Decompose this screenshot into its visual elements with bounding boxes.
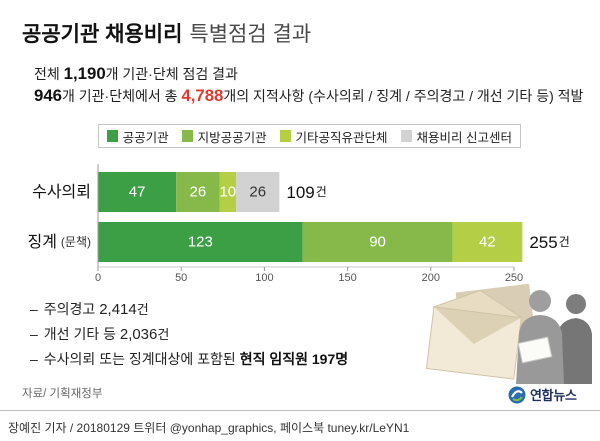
byline-footer: 장예진 기자 / 20180129 트위터 @yonhap_graphics, … xyxy=(8,421,410,435)
bar-total-unit: 건 xyxy=(316,185,327,199)
legend-swatch xyxy=(181,130,194,142)
bar-total-label: 109건 xyxy=(286,183,326,202)
legend-label: 기타공직유관단체 xyxy=(295,130,388,145)
person-silhouette-right xyxy=(554,294,592,384)
x-tick-label: 250 xyxy=(505,272,523,284)
yonhap-logo: 연합뉴스 xyxy=(508,385,577,404)
flagged-count: 946 xyxy=(34,86,62,105)
note-bullet: – xyxy=(30,351,38,367)
category-label: 수사의뢰 xyxy=(32,183,91,201)
notes-list: – 주의경고 2,414건 – 개선 기타 등 2,036건 – 수사의뢰 또는 징계… xyxy=(30,297,348,372)
findings-total: 4,788 xyxy=(181,86,224,105)
yonhap-logo-icon xyxy=(508,386,526,403)
bar-value-label: 10 xyxy=(219,184,236,201)
chart-legend: 공공기관 지방공공기관 기타공직유관단체 채용비리 신고센터 xyxy=(98,124,521,148)
bar-total-value: 109 xyxy=(286,183,314,202)
summary-line-2: 946개 기관·단체에서 총 4,788개의 지적사항 (수사의뢰 / 징계 /… xyxy=(34,86,590,106)
note-item: – 주의경고 2,414건 xyxy=(30,297,348,322)
summary-suffix: 개의 지적사항 (수사의뢰 / 징계 / 주의경고 / 개선 기타 등) 적발 xyxy=(223,88,584,104)
legend-label: 공공기관 xyxy=(122,130,169,145)
legend-swatch xyxy=(279,130,292,142)
x-tick-label: 150 xyxy=(338,272,356,284)
category-name: 수사의뢰 xyxy=(32,183,91,201)
page-title: 공공기관 채용비리 특별점검 결과 xyxy=(22,21,311,49)
note-label: 수사의뢰 또는 징계대상에 포함된 xyxy=(43,351,240,367)
logo-text: 연합뉴스 xyxy=(530,388,577,403)
legend-swatch xyxy=(400,130,413,142)
legend-item: 지방공공기관 xyxy=(181,127,267,146)
x-tick-label: 200 xyxy=(422,272,440,284)
envelope-and-people-illustration xyxy=(425,284,592,384)
legend-item: 채용비리 신고센터 xyxy=(400,127,512,146)
x-tick-label: 100 xyxy=(255,272,273,284)
note-unit: 건 xyxy=(157,327,170,342)
envelope-inner xyxy=(433,306,522,344)
bar-value-label: 90 xyxy=(369,234,386,251)
x-tick-label: 0 xyxy=(95,272,101,284)
summary-prefix: 전체 xyxy=(34,66,64,82)
note-label: 주의경고 xyxy=(43,301,100,317)
title-bold: 공공기관 채용비리 xyxy=(22,23,183,46)
note-value: 2,036 xyxy=(119,326,158,343)
title-light: 특별점검 결과 xyxy=(189,23,312,46)
category-label: 징계 (문책) xyxy=(27,233,91,251)
summary-suffix: 개 기관·단체 점검 결과 xyxy=(105,66,238,82)
paper-shape xyxy=(517,336,553,364)
bar-segment-r2-s2 xyxy=(302,222,453,262)
note-unit: 명 xyxy=(335,351,349,367)
legend-label: 채용비리 신고센터 xyxy=(416,130,512,145)
category-sublabel: (문책) xyxy=(61,234,91,249)
bar-total-value: 255 xyxy=(529,233,557,252)
note-bullet: – xyxy=(30,326,38,342)
note-item: – 개선 기타 등 2,036건 xyxy=(30,322,348,347)
bar-value-label: 47 xyxy=(129,184,146,201)
note-value: 현직 임직원 197 xyxy=(239,351,336,367)
inspected-count: 1,190 xyxy=(63,64,106,83)
bar-value-label: 26 xyxy=(249,184,266,201)
person-head xyxy=(529,290,551,312)
legend-label: 지방공공기관 xyxy=(197,130,267,145)
bar-segment-r1-s2 xyxy=(176,172,220,212)
bar-segment-r1-s3 xyxy=(219,172,237,212)
bar-segment-r2-s3 xyxy=(452,222,523,262)
bar-total-label: 255건 xyxy=(529,233,569,252)
bar-segment-r1-s1 xyxy=(98,172,177,212)
footer-divider xyxy=(0,410,600,411)
person-body xyxy=(554,318,592,384)
bar-segment-r1-s4 xyxy=(236,172,280,212)
envelope-flap xyxy=(433,289,522,319)
front-envelope-shape xyxy=(425,289,522,380)
note-bullet: – xyxy=(30,301,38,317)
legend-item: 기타공직유관단체 xyxy=(279,127,388,146)
legend-swatch xyxy=(107,130,119,142)
x-tick-label: 50 xyxy=(175,272,187,284)
note-unit: 건 xyxy=(136,302,149,317)
bar-value-label: 123 xyxy=(188,234,213,251)
bar-segment-r2-s1 xyxy=(98,222,303,262)
note-value: 2,414 xyxy=(99,301,137,318)
bar-total-unit: 건 xyxy=(559,235,570,249)
summary-mid: 개 기관·단체에서 총 xyxy=(62,88,182,104)
person-head xyxy=(566,294,586,314)
category-name: 징계 xyxy=(27,233,56,251)
bar-value-label: 26 xyxy=(189,184,206,201)
bar-value-label: 42 xyxy=(479,234,496,251)
legend-item: 공공기관 xyxy=(107,127,169,146)
note-item: – 수사의뢰 또는 징계대상에 포함된 현직 임직원 197명 xyxy=(30,347,348,372)
summary-line-1: 전체 1,190개 기관·단체 점검 결과 xyxy=(34,64,590,84)
source-credit: 자료/ 기획재정부 xyxy=(22,388,103,400)
note-label: 개선 기타 등 xyxy=(43,326,120,342)
